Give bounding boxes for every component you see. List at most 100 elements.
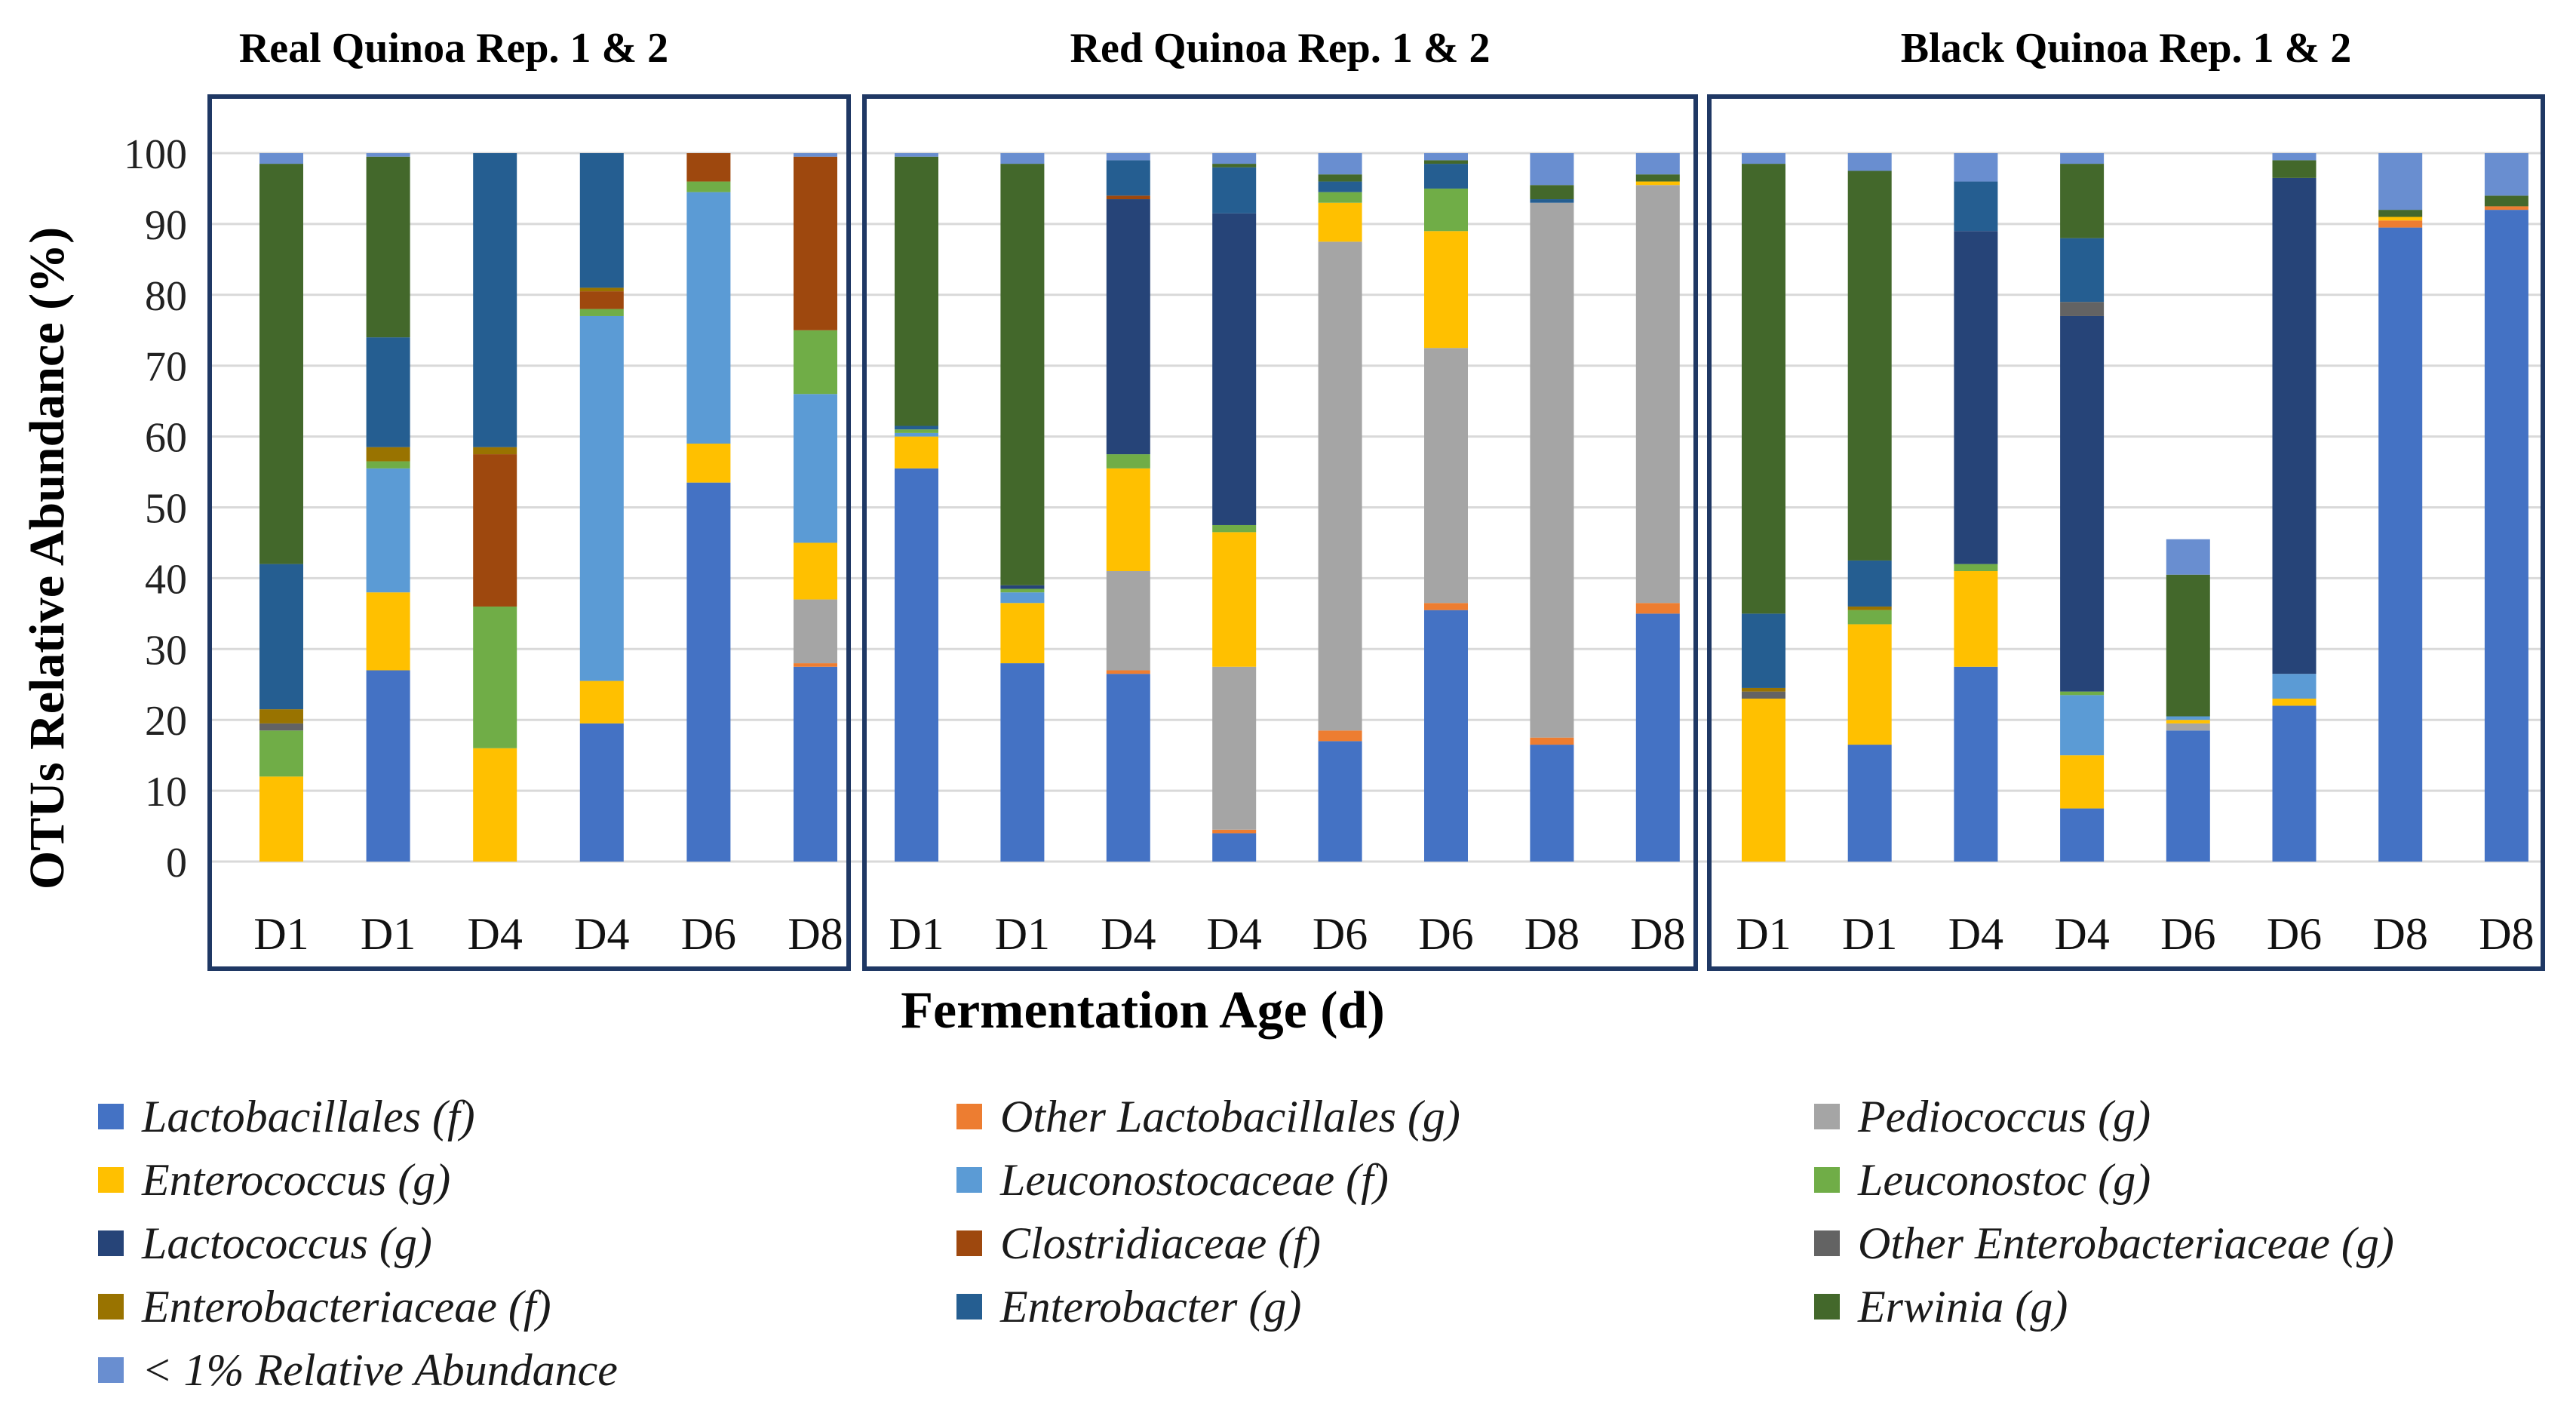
bar-segment — [1106, 571, 1150, 671]
y-tick-label: 40 — [145, 556, 187, 603]
bar-segment — [1424, 153, 1468, 161]
bar-segment — [473, 153, 517, 447]
panel-frame — [1707, 94, 2545, 971]
bar-segment — [1742, 613, 1785, 688]
bar-segment — [2060, 691, 2105, 696]
bar-segment — [895, 156, 938, 426]
bar-segment — [1212, 153, 1257, 164]
bar-segment — [794, 156, 837, 330]
bar-segment — [2484, 210, 2528, 862]
bar-segment — [366, 337, 410, 447]
x-tick-label: D1 — [253, 909, 309, 959]
y-tick-label: 100 — [124, 131, 187, 178]
x-tick-label: D1 — [1842, 909, 1897, 959]
bar-segment — [2378, 220, 2423, 228]
bar-segment — [1000, 663, 1045, 862]
bar-segment — [2060, 164, 2105, 238]
bar-segment — [1530, 185, 1574, 200]
bar-segment — [1954, 231, 1998, 564]
bar-segment — [1530, 199, 1574, 203]
bar-segment — [579, 153, 624, 288]
bar-segment — [1635, 174, 1680, 182]
bar-segment — [2166, 716, 2210, 720]
bar-segment — [2272, 160, 2317, 178]
bar-segment — [366, 156, 410, 338]
bar-segment — [1424, 188, 1468, 232]
bar-segment — [895, 426, 938, 430]
bar-segment — [1106, 195, 1150, 200]
bar-segment — [895, 432, 938, 437]
y-axis-ticks: 0 10 20 30 40 50 60 70 80 90 100 — [124, 131, 187, 886]
x-tick-label: D1 — [1736, 909, 1791, 959]
bar-segment — [895, 436, 938, 469]
x-tick-label: D8 — [2479, 909, 2534, 959]
bar-segment — [2060, 808, 2105, 862]
bar-segment — [366, 447, 410, 462]
panels: Real Quinoa Rep. 1 & 2 Red Quinoa Rep. 1 … — [207, 25, 2545, 971]
bar-segment — [1424, 610, 1468, 862]
y-tick-label: 30 — [145, 627, 187, 674]
bar-segment — [366, 468, 410, 593]
bar-segment — [579, 680, 624, 724]
bar-segment — [2484, 195, 2528, 207]
bar-segment — [366, 461, 410, 469]
bar-segment — [686, 443, 731, 483]
bar-segment — [1742, 699, 1785, 862]
x-tick-label: D6 — [681, 909, 736, 959]
bar-segment — [1424, 160, 1468, 164]
panel-title: Black Quinoa Rep. 1 & 2 — [1901, 25, 2351, 72]
bar-segment — [1106, 670, 1150, 674]
x-tick-label: D6 — [2267, 909, 2322, 959]
bar-segment — [473, 447, 517, 455]
y-tick-label: 20 — [145, 698, 187, 745]
bar-segment — [2166, 730, 2210, 862]
bar-segment — [2060, 755, 2105, 809]
bar-segment — [1106, 160, 1150, 196]
x-tick-label: D1 — [361, 909, 416, 959]
bar-segment — [1847, 560, 1892, 607]
y-tick-label: 70 — [145, 344, 187, 391]
bar-segment — [579, 309, 624, 316]
bar-segment — [686, 153, 731, 182]
x-tick-label: D8 — [2373, 909, 2428, 959]
bar-segment — [2272, 699, 2317, 706]
bar-segment — [2272, 153, 2317, 161]
bar-segment — [1318, 202, 1362, 242]
bar-segment — [473, 748, 517, 862]
x-tick-label: D6 — [1313, 909, 1368, 959]
bar-segment — [1212, 167, 1257, 214]
bar-segment — [1318, 153, 1362, 175]
x-tick-label: D4 — [2054, 909, 2109, 959]
bar-segment — [1635, 185, 1680, 604]
bar-segment — [1424, 164, 1468, 189]
panel-title: Red Quinoa Rep. 1 & 2 — [1070, 25, 1491, 72]
bar-segment — [2272, 177, 2317, 674]
bar-segment — [1954, 571, 1998, 667]
bar-segment — [1106, 153, 1150, 161]
bar-segment — [794, 599, 837, 664]
x-tick-label: D1 — [889, 909, 944, 959]
bar-segment — [1318, 174, 1362, 182]
x-tick-label: D8 — [1630, 909, 1685, 959]
bar-segment — [579, 287, 624, 292]
bar-segment — [1000, 592, 1045, 604]
bar-segment — [2484, 206, 2528, 210]
bar-segment — [1318, 241, 1362, 731]
bar-segment — [1742, 691, 1785, 699]
x-axis-label: Fermentation Age (d) — [901, 982, 1385, 1040]
bar-segment — [2272, 705, 2317, 862]
bar-segment — [1847, 171, 1892, 561]
bar-segment — [1847, 606, 1892, 610]
bar-segment — [1954, 666, 1998, 862]
bar-segment — [579, 291, 624, 309]
x-tick-label: D6 — [2160, 909, 2215, 959]
bar-segment — [1635, 613, 1680, 862]
bar-segment — [2166, 539, 2210, 575]
bar-segment — [259, 723, 303, 731]
bar-segment — [2166, 574, 2210, 717]
bar-segment — [1424, 348, 1468, 604]
bar-segment — [2060, 153, 2105, 164]
bar-segment — [1212, 833, 1257, 862]
y-tick-label: 50 — [145, 486, 187, 533]
bar-segment — [686, 482, 731, 862]
